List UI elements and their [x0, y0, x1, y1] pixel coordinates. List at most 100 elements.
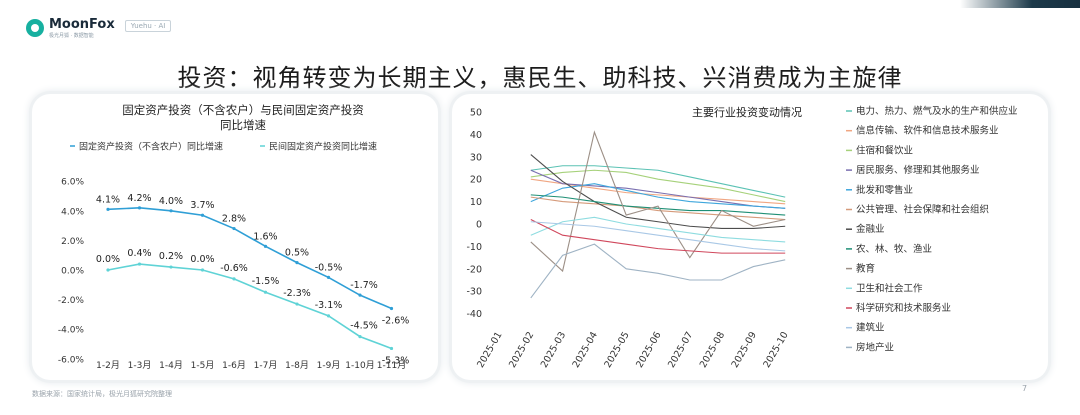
data-label: 4.1%	[96, 194, 120, 205]
data-point	[389, 306, 394, 311]
x-tick-label: 2025-06	[634, 330, 663, 370]
x-tick-label: 2025-04	[571, 330, 600, 370]
series-line	[530, 178, 786, 205]
x-tick-label: 1-10月	[345, 360, 374, 371]
data-point	[295, 261, 299, 265]
x-tick-label: 2025-08	[698, 330, 727, 370]
data-point	[358, 335, 362, 339]
chart-title-line: 固定资产投资（不含农户）与民间固定资产投资	[122, 103, 364, 117]
legend-label: 电力、热力、燃气及水的生产和供应业	[856, 105, 1018, 117]
data-point	[263, 244, 268, 248]
data-point	[326, 314, 331, 318]
data-label: 0.5%	[285, 248, 309, 259]
x-tick-label: 2025-05	[602, 330, 631, 370]
y-tick-label: -4.0%	[58, 326, 85, 336]
x-tick-label: 1-7月	[254, 360, 278, 371]
top-bar-accent	[960, 0, 1080, 8]
data-point	[263, 290, 268, 294]
data-point	[232, 226, 236, 231]
series-line	[530, 216, 786, 243]
legend-label: 民间固定资产投资同比增速	[269, 141, 377, 153]
data-label: 1.6%	[253, 231, 277, 242]
data-label: 0.2%	[159, 251, 183, 262]
industry-investment-chart: 主要行业投资变动情况 50 40 30 20 10 0 -10 -20 -30 -40 2025-01…	[466, 105, 1018, 370]
x-tick-label: 2025-09	[730, 330, 759, 370]
series-line	[530, 243, 786, 299]
series-line	[530, 196, 786, 221]
data-point	[169, 265, 173, 269]
y-tick-label: 30	[470, 152, 482, 163]
data-point	[389, 346, 394, 351]
series-line	[530, 219, 786, 254]
series-line	[530, 169, 786, 203]
x-tick-label: 2025-01	[475, 330, 504, 370]
legend-label: 教育	[856, 263, 875, 275]
page-number: 7	[1022, 384, 1028, 393]
series-line	[107, 207, 392, 310]
x-tick-label: 1-3月	[128, 360, 152, 371]
legend-label: 居民服务、修理和其他服务业	[856, 164, 980, 176]
data-label: -4.5%	[350, 321, 378, 332]
y-tick-label: 2.0%	[61, 237, 84, 247]
right-chart-panel: 主要行业投资变动情况 50 40 30 20 10 0 -10 -20 -30 -40 2025-01…	[452, 94, 1048, 380]
y-tick-label: 20	[470, 175, 482, 186]
x-tick-label: 2025-03	[539, 330, 568, 370]
data-point	[106, 207, 110, 211]
x-tick-label: 1-4月	[159, 360, 183, 371]
data-point	[326, 275, 331, 279]
y-tick-label: 40	[470, 130, 482, 141]
x-tick-label: 1-2月	[96, 360, 120, 371]
legend-label: 科学研究和技术服务业	[856, 302, 951, 314]
y-tick-label: -40	[466, 309, 482, 320]
y-tick-label: 10	[470, 197, 482, 208]
brand-sub: 极光月狐 · 数据智能	[49, 33, 94, 39]
data-point	[200, 268, 205, 272]
series-line	[530, 154, 786, 230]
series-line	[530, 221, 786, 252]
y-tick-label: -2.0%	[58, 296, 85, 306]
legend-label: 金融业	[856, 223, 885, 235]
x-tick-label: 1-8月	[285, 360, 309, 371]
data-point	[232, 277, 236, 281]
legend-label: 公共管理、社会保障和社会组织	[856, 204, 989, 216]
source-footnote: 数据来源：国家统计局，极光月狐研究院整理	[32, 390, 172, 398]
x-tick-label: 2025-02	[507, 330, 536, 370]
y-tick-label: -6.0%	[58, 355, 85, 365]
x-tick-label: 1-6月	[222, 360, 246, 371]
brand-logo: MoonFox 极光月狐 · 数据智能 Yuehu · AI	[26, 17, 172, 40]
top-bar	[0, 0, 1080, 10]
y-tick-label: -10	[466, 242, 482, 253]
data-label: -0.6%	[220, 263, 248, 274]
series-line	[530, 169, 786, 209]
data-point	[358, 293, 362, 297]
chart-title-line: 同比增速	[220, 118, 266, 132]
y-tick-label: 50	[470, 108, 482, 119]
legend-label: 信息传输、软件和信息技术服务业	[856, 125, 999, 137]
legend-label: 固定资产投资（不含农户）同比增速	[79, 141, 223, 153]
brand-name: MoonFox	[49, 17, 115, 32]
data-label: -1.7%	[350, 280, 378, 291]
data-label: -2.3%	[283, 288, 311, 299]
data-label: 0.4%	[127, 248, 151, 259]
data-label: 2.8%	[222, 214, 246, 225]
legend-label: 房地产业	[856, 341, 894, 353]
data-label: 0.0%	[96, 254, 120, 265]
data-label: 0.0%	[190, 254, 214, 265]
data-point	[106, 268, 110, 272]
legend-label: 批发和零售业	[856, 184, 913, 196]
left-chart-panel: 固定资产投资（不含农户）与民间固定资产投资 同比增速固定资产投资（不含农户）同比增…	[32, 94, 438, 380]
x-tick-label: 2025-10	[761, 330, 790, 370]
data-point	[200, 213, 205, 217]
data-label: -5.3%	[382, 355, 410, 366]
page-headline: 投资：视角转变为长期主义，惠民生、助科技、兴消费成为主旋律	[177, 64, 903, 92]
series-line	[107, 263, 392, 350]
legend-label: 建筑业	[856, 322, 885, 334]
data-label: 3.7%	[190, 200, 214, 211]
x-tick-label: 1-9月	[317, 360, 341, 371]
data-point	[169, 209, 173, 213]
y-tick-label: 4.0%	[61, 207, 84, 217]
y-tick-label: -20	[466, 264, 482, 275]
data-label: -2.6%	[382, 315, 410, 326]
y-tick-label: 0	[476, 220, 482, 231]
chart-title: 主要行业投资变动情况	[692, 105, 802, 119]
